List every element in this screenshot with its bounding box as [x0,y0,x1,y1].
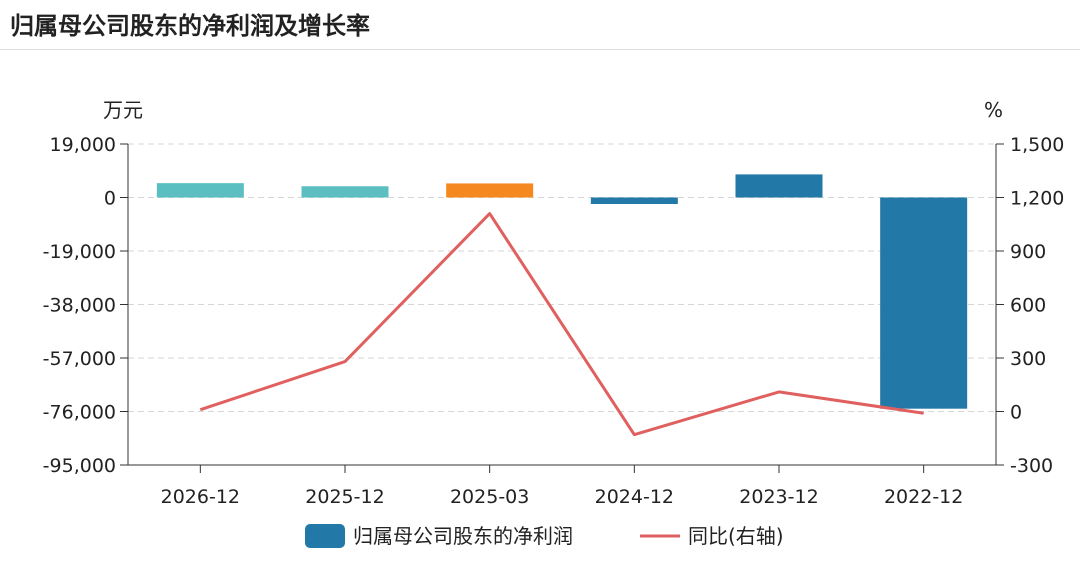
chart-title: 归属母公司股东的净利润及增长率 [10,12,370,40]
right-axis-unit: % [984,98,1003,122]
legend: 归属母公司股东的净利润 同比(右轴) [305,524,784,548]
yoy-line [199,212,924,437]
legend-bar-swatch [305,524,345,548]
left-axis-tick-label: -76,000 [43,402,116,424]
x-axis-tick-label: 2025-03 [450,486,529,508]
right-axis-tick-label: 1,200 [1010,188,1064,210]
bar [735,174,823,198]
bar [590,197,678,204]
x-axis-tick-label: 2025-12 [305,486,384,508]
right-axis-tick-label: 1,500 [1010,134,1064,156]
right-axis-tick-label: 600 [1010,295,1046,317]
axis-layer [120,143,1004,473]
right-axis-tick-label: 300 [1010,348,1046,370]
line-layer [199,212,924,437]
left-axis-tick-label: 0 [104,188,116,210]
legend-line-label: 同比(右轴) [688,524,784,548]
title-divider [0,49,1080,50]
right-axis-tick-label: 0 [1010,402,1022,424]
right-axis-tick-label: 900 [1010,241,1046,263]
legend-bar-label: 归属母公司股东的净利润 [353,524,573,548]
x-axis-tick-label: 2022-12 [884,486,963,508]
x-axis-tick-label: 2026-12 [161,486,240,508]
x-axis-tick-label: 2023-12 [739,486,818,508]
right-axis-tick-label: -300 [1010,455,1053,477]
left-axis-tick-label: 19,000 [50,134,116,156]
left-axis-tick-label: -57,000 [43,348,116,370]
bar-layer [156,174,968,409]
grid-layer [128,143,996,412]
bar [156,183,244,198]
x-axis-tick-label: 2024-12 [595,486,674,508]
left-axis-tick-label: -95,000 [43,455,116,477]
bar [880,197,968,409]
bar [446,183,534,198]
bar [301,186,389,198]
left-axis-unit: 万元 [103,98,143,122]
left-axis-tick-label: -38,000 [43,295,116,317]
left-axis-tick-label: -19,000 [43,241,116,263]
label-layer: 19,000 0 -19,000 -38,000 -57,000 -76,000 -95,0… [43,134,1065,508]
